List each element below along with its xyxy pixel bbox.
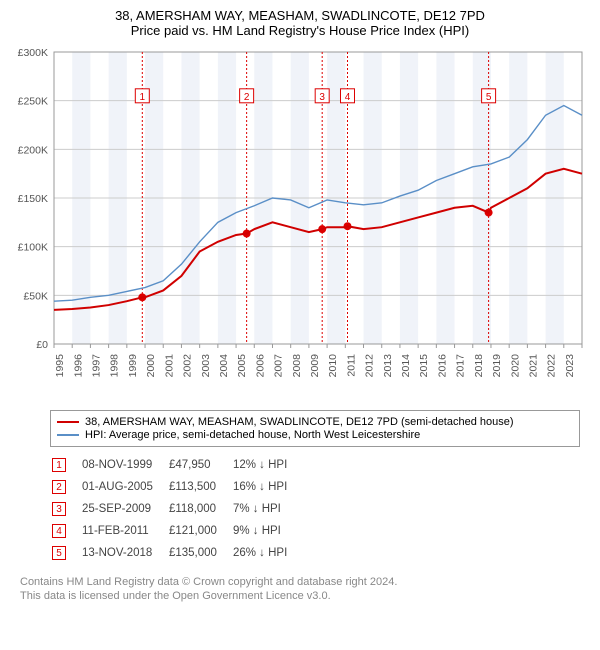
sales-table: 1 08-NOV-1999£47,95012% ↓ HPI 2 01-AUG-2005… [50,453,303,565]
svg-text:2018: 2018 [473,354,485,378]
sale-price: £47,950 [169,455,231,475]
svg-text:2010: 2010 [327,354,339,378]
svg-text:2: 2 [244,92,250,103]
svg-text:2005: 2005 [236,354,248,378]
svg-text:1998: 1998 [109,354,121,378]
sale-date: 11-FEB-2011 [82,521,167,541]
svg-text:2008: 2008 [291,354,303,378]
legend-row: HPI: Average price, semi-detached house,… [57,429,573,441]
svg-text:2014: 2014 [400,354,412,378]
svg-text:£150K: £150K [18,193,48,205]
svg-text:£200K: £200K [18,144,48,156]
svg-text:2023: 2023 [564,354,576,378]
legend-swatch [57,421,79,423]
svg-text:1: 1 [140,92,146,103]
sale-date: 01-AUG-2005 [82,477,167,497]
svg-text:2002: 2002 [182,354,194,378]
svg-text:2012: 2012 [364,354,376,378]
svg-text:1996: 1996 [72,354,84,378]
svg-text:2004: 2004 [218,354,230,378]
table-row: 1 08-NOV-1999£47,95012% ↓ HPI [52,455,301,475]
svg-text:2013: 2013 [382,354,394,378]
chart-svg: £0 £50K £100K £150K £200K £250K £300K 1995 1996 1… [10,44,590,404]
legend: 38, AMERSHAM WAY, MEASHAM, SWADLINCOTE, … [50,410,580,447]
svg-text:2000: 2000 [145,354,157,378]
chart-container: 38, AMERSHAM WAY, MEASHAM, SWADLINCOTE, … [0,0,600,612]
footnote: Contains HM Land Registry data © Crown c… [20,575,580,604]
svg-text:2016: 2016 [436,354,448,378]
sale-marker-icon: 3 [52,502,66,516]
sale-marker-icon: 2 [52,480,66,494]
svg-text:2006: 2006 [254,354,266,378]
legend-label: HPI: Average price, semi-detached house,… [85,429,420,441]
svg-text:2022: 2022 [546,354,558,378]
legend-row: 38, AMERSHAM WAY, MEASHAM, SWADLINCOTE, … [57,416,573,428]
svg-text:4: 4 [345,92,351,103]
svg-text:3: 3 [319,92,325,103]
svg-text:2017: 2017 [455,354,467,378]
svg-text:5: 5 [486,92,492,103]
footnote-line2: This data is licensed under the Open Gov… [20,589,580,603]
sale-marker-icon: 1 [52,458,66,472]
svg-text:2007: 2007 [273,354,285,378]
sale-pct: 12% ↓ HPI [233,455,301,475]
legend-swatch [57,434,79,436]
svg-text:1997: 1997 [91,354,103,378]
sale-price: £121,000 [169,521,231,541]
legend-label: 38, AMERSHAM WAY, MEASHAM, SWADLINCOTE, … [85,416,514,428]
svg-text:2015: 2015 [418,354,430,378]
svg-text:2019: 2019 [491,354,503,378]
sale-pct: 7% ↓ HPI [233,499,301,519]
table-row: 3 25-SEP-2009£118,0007% ↓ HPI [52,499,301,519]
sale-date: 08-NOV-1999 [82,455,167,475]
sale-pct: 9% ↓ HPI [233,521,301,541]
footnote-line1: Contains HM Land Registry data © Crown c… [20,575,580,589]
table-row: 2 01-AUG-2005£113,50016% ↓ HPI [52,477,301,497]
svg-text:2003: 2003 [200,354,212,378]
svg-text:£50K: £50K [23,290,48,302]
svg-text:£0: £0 [36,339,48,351]
chart-subtitle: Price paid vs. HM Land Registry's House … [10,23,590,38]
svg-text:£300K: £300K [18,47,48,59]
table-row: 5 13-NOV-2018£135,00026% ↓ HPI [52,543,301,563]
svg-text:2009: 2009 [309,354,321,378]
sale-price: £135,000 [169,543,231,563]
sale-price: £113,500 [169,477,231,497]
svg-text:2001: 2001 [163,354,175,378]
sale-marker-icon: 5 [52,546,66,560]
sale-date: 25-SEP-2009 [82,499,167,519]
svg-text:£100K: £100K [18,242,48,254]
svg-text:2011: 2011 [345,354,357,377]
sale-price: £118,000 [169,499,231,519]
svg-text:£250K: £250K [18,96,48,108]
svg-text:2020: 2020 [509,354,521,378]
svg-text:1999: 1999 [127,354,139,378]
sale-pct: 16% ↓ HPI [233,477,301,497]
sale-marker-icon: 4 [52,524,66,538]
chart-plot: £0 £50K £100K £150K £200K £250K £300K 1995 1996 1… [10,44,590,404]
table-row: 4 11-FEB-2011£121,0009% ↓ HPI [52,521,301,541]
sale-date: 13-NOV-2018 [82,543,167,563]
sale-pct: 26% ↓ HPI [233,543,301,563]
chart-title: 38, AMERSHAM WAY, MEASHAM, SWADLINCOTE, … [10,8,590,23]
svg-text:1995: 1995 [54,354,66,378]
svg-text:2021: 2021 [527,354,539,378]
